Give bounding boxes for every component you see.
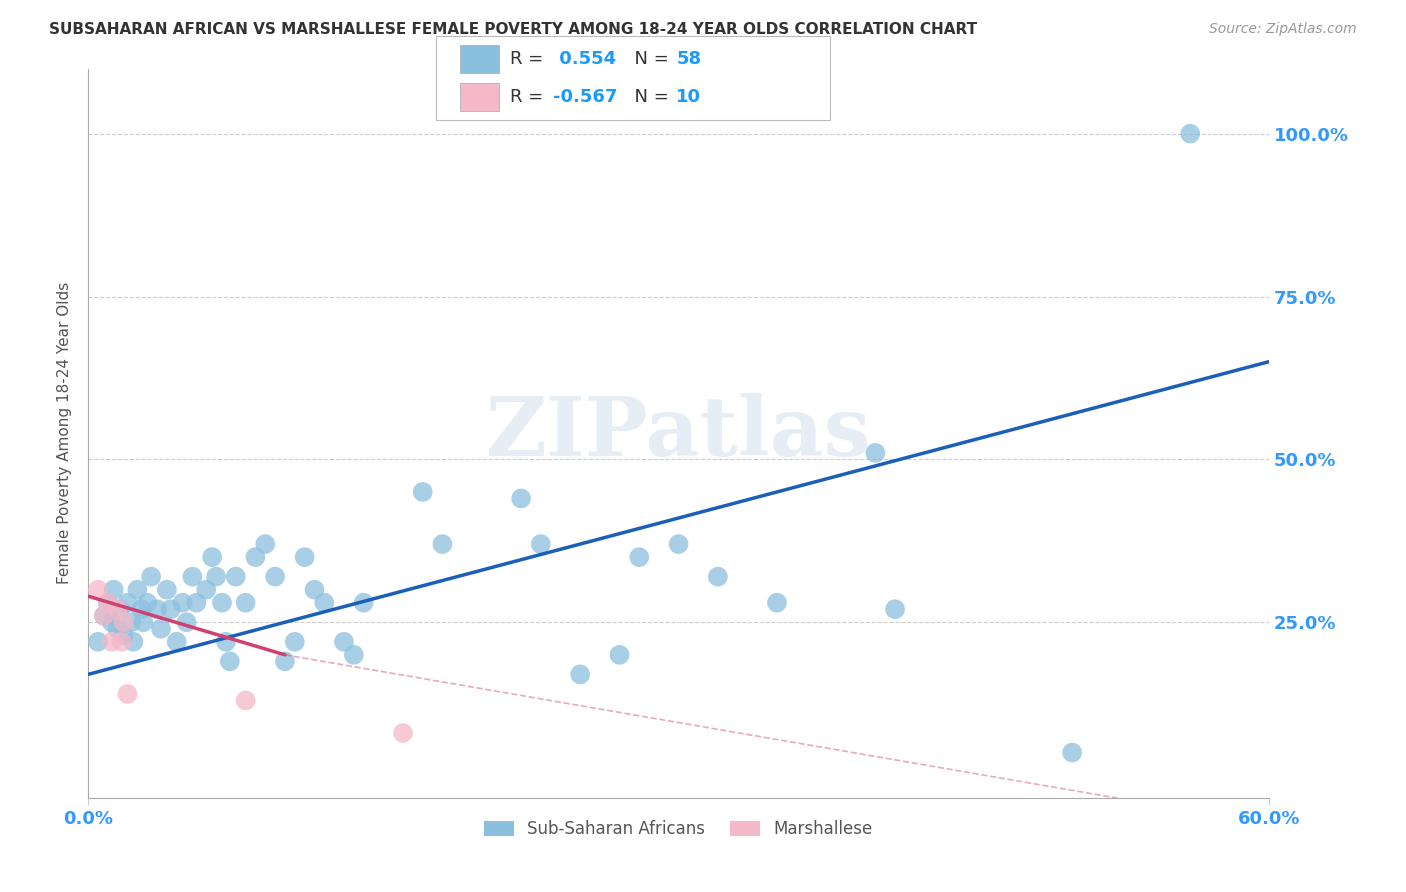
Point — [569, 667, 592, 681]
Point — [284, 634, 307, 648]
Point — [100, 634, 122, 648]
Text: R =: R = — [510, 88, 550, 106]
Text: Source: ZipAtlas.com: Source: ZipAtlas.com — [1209, 22, 1357, 37]
Point — [225, 569, 247, 583]
Point — [107, 602, 129, 616]
Point — [166, 634, 188, 648]
Point — [93, 608, 115, 623]
Point — [215, 634, 238, 648]
Point — [181, 569, 204, 583]
Point — [865, 446, 887, 460]
Point — [195, 582, 218, 597]
Text: 58: 58 — [676, 50, 702, 68]
Point — [117, 596, 139, 610]
Point — [176, 615, 198, 630]
Point — [156, 582, 179, 597]
Point — [609, 648, 631, 662]
Point — [353, 596, 375, 610]
Point — [314, 596, 336, 610]
Point — [343, 648, 366, 662]
Text: N =: N = — [623, 88, 675, 106]
Point — [211, 596, 233, 610]
Point — [294, 550, 316, 565]
Point — [112, 628, 135, 642]
Point — [127, 582, 149, 597]
Text: R =: R = — [510, 50, 550, 68]
Point — [159, 602, 181, 616]
Point — [510, 491, 533, 506]
Point — [146, 602, 169, 616]
Point — [149, 622, 172, 636]
Point — [87, 582, 110, 597]
Point — [766, 596, 789, 610]
Point — [93, 608, 115, 623]
Text: -0.567: -0.567 — [553, 88, 617, 106]
Point — [100, 615, 122, 630]
Point — [304, 582, 326, 597]
Point — [172, 596, 194, 610]
Y-axis label: Female Poverty Among 18-24 Year Olds: Female Poverty Among 18-24 Year Olds — [58, 282, 72, 584]
Point — [1180, 127, 1202, 141]
Text: 10: 10 — [676, 88, 702, 106]
Text: SUBSAHARAN AFRICAN VS MARSHALLESE FEMALE POVERTY AMONG 18-24 YEAR OLDS CORRELATI: SUBSAHARAN AFRICAN VS MARSHALLESE FEMALE… — [49, 22, 977, 37]
Point — [218, 654, 240, 668]
Point — [129, 602, 152, 616]
Point — [97, 596, 120, 610]
Point — [103, 582, 125, 597]
Point — [205, 569, 228, 583]
Point — [264, 569, 287, 583]
Point — [132, 615, 155, 630]
Point — [107, 622, 129, 636]
Point — [139, 569, 162, 583]
Point — [87, 634, 110, 648]
Text: ZIPatlas: ZIPatlas — [486, 393, 872, 474]
Point — [274, 654, 297, 668]
Point — [707, 569, 730, 583]
Point — [201, 550, 224, 565]
Point — [1062, 746, 1084, 760]
Point — [97, 596, 120, 610]
Point — [235, 596, 257, 610]
Point — [412, 485, 434, 500]
Point — [333, 634, 356, 648]
Point — [136, 596, 159, 610]
Point — [122, 634, 145, 648]
Point — [884, 602, 907, 616]
Point — [432, 537, 454, 551]
Point — [530, 537, 553, 551]
Point — [117, 687, 139, 701]
Point — [254, 537, 277, 551]
Text: 0.554: 0.554 — [553, 50, 616, 68]
Point — [668, 537, 690, 551]
Text: N =: N = — [623, 50, 675, 68]
Point — [628, 550, 651, 565]
Point — [120, 615, 142, 630]
Point — [186, 596, 208, 610]
Point — [392, 726, 415, 740]
Point — [112, 615, 135, 630]
Point — [108, 602, 131, 616]
Point — [110, 634, 132, 648]
Point — [245, 550, 267, 565]
Point — [235, 693, 257, 707]
Legend: Sub-Saharan Africans, Marshallese: Sub-Saharan Africans, Marshallese — [478, 814, 880, 845]
